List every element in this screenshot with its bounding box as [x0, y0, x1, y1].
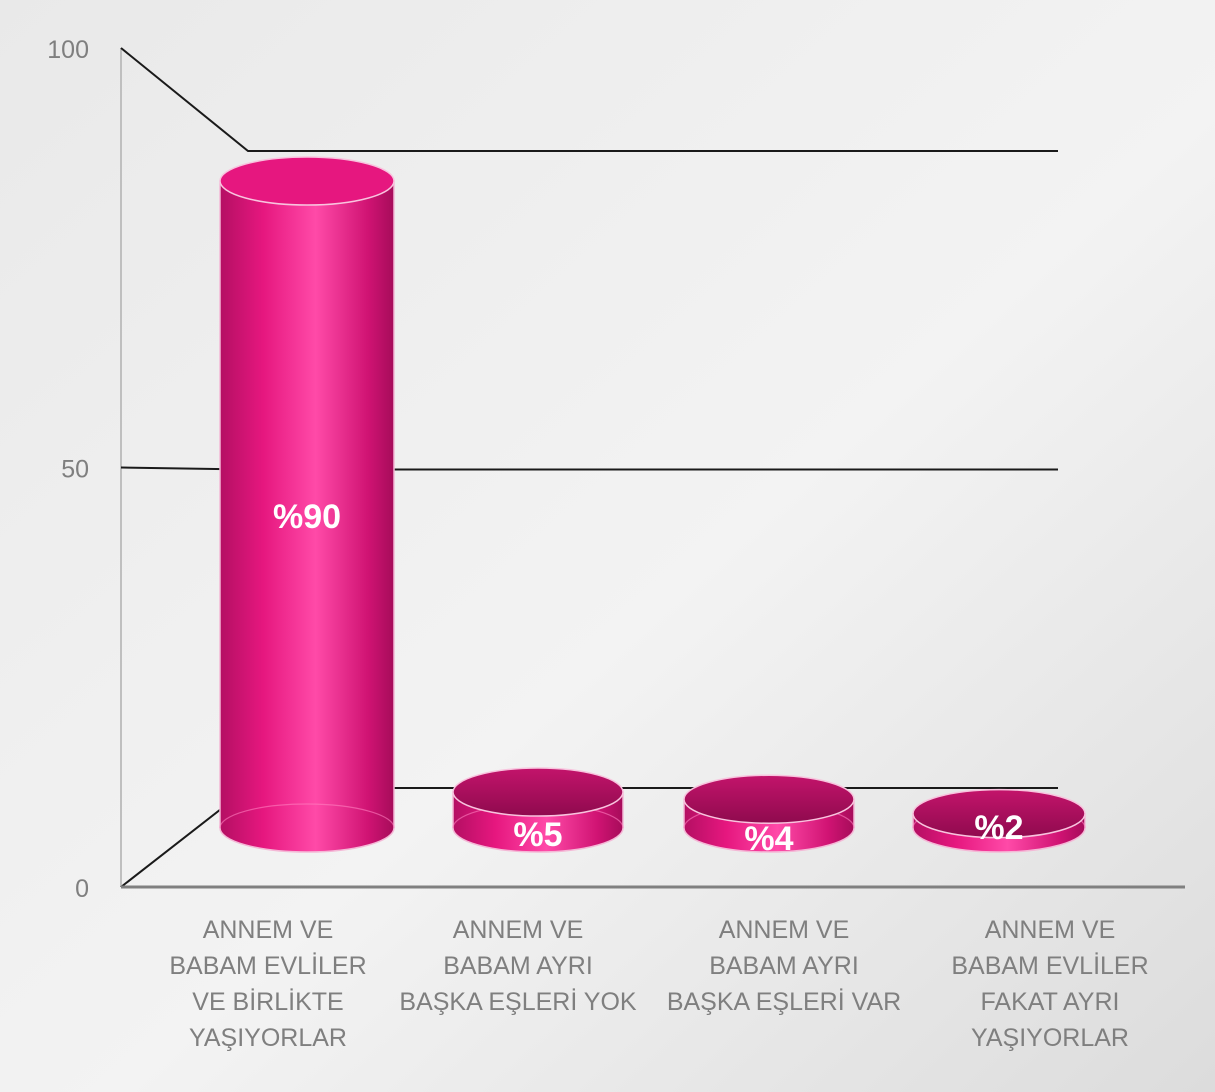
bar-top — [452, 767, 624, 817]
y-tick-label: 50 — [61, 456, 89, 484]
bar-body — [219, 180, 395, 853]
bar-top — [219, 156, 395, 206]
x-tick-label: ANNEM VE BABAM AYRI BAŞKA EŞLERİ YOK — [399, 916, 637, 1016]
y-tick-label: 0 — [75, 875, 89, 903]
y-tick-label: 100 — [47, 36, 89, 64]
x-tick-label: ANNEM VE BABAM EVLİLER VE BİRLİKTE YAŞIY… — [169, 916, 367, 1052]
bar — [452, 767, 624, 853]
data-label: %5 — [513, 816, 562, 854]
bar-top — [912, 788, 1086, 839]
gridline — [120, 47, 1058, 152]
bar — [912, 788, 1086, 853]
bar — [683, 774, 855, 853]
data-label: %2 — [974, 809, 1023, 847]
x-tick-label: ANNEM VE BABAM AYRI BAŞKA EŞLERİ VAR — [666, 916, 902, 1016]
data-label: %90 — [273, 498, 341, 536]
data-label: %4 — [744, 820, 793, 858]
bar-top — [683, 774, 855, 824]
x-tick-label: ANNEM VE BABAM EVLİLER FAKAT AYRI YAŞIYO… — [951, 916, 1149, 1052]
bar-base-rim — [219, 803, 395, 829]
bar — [219, 156, 395, 853]
